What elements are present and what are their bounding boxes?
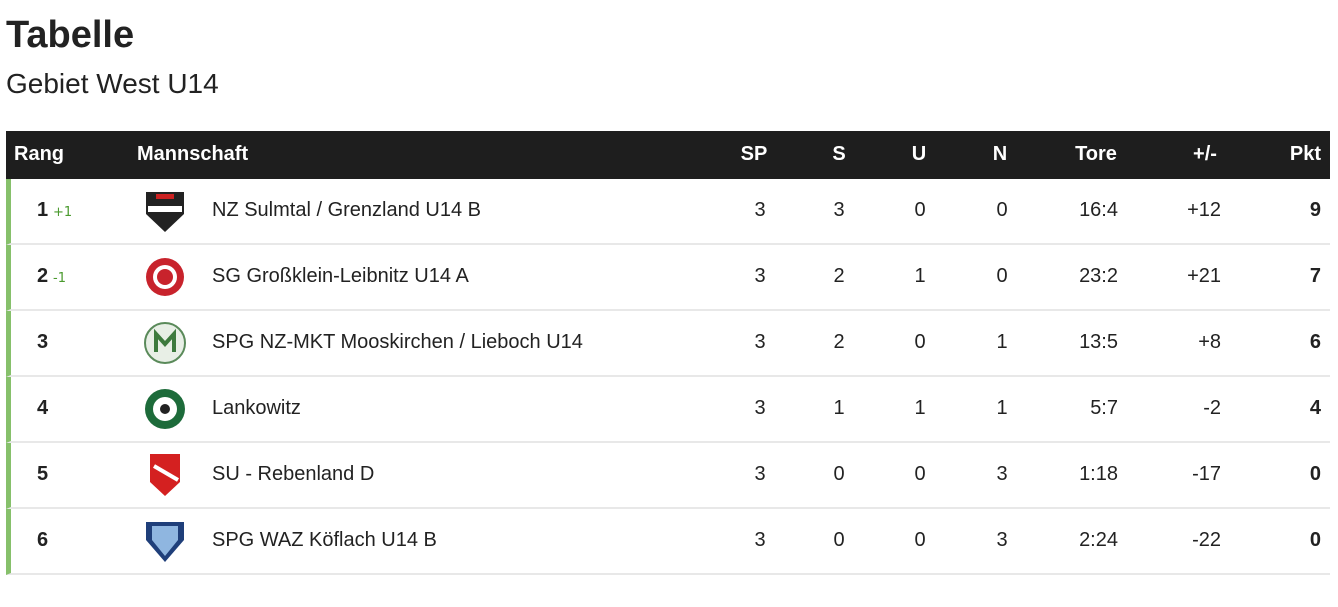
stat-cell: 0 (833, 463, 845, 485)
stat-cell: 1 (833, 397, 845, 419)
rank: 1 (37, 199, 49, 221)
table-row (6, 377, 1330, 443)
table-header (6, 131, 1330, 179)
table-row (6, 179, 1330, 245)
stat-cell: 0 (914, 463, 926, 485)
stat-cell: 3 (833, 199, 845, 221)
stat-cell: +8 (1198, 331, 1221, 353)
table-row (6, 311, 1330, 377)
stat-cell: 5:7 (1090, 397, 1118, 419)
stat-cell: 1 (996, 397, 1008, 419)
stat-cell: 3 (754, 529, 766, 551)
points: 9 (1309, 199, 1321, 221)
team-logo (150, 454, 180, 496)
stat-cell: 1 (914, 397, 926, 419)
column-header: Pkt (1289, 143, 1321, 165)
stat-cell: 0 (996, 199, 1008, 221)
stat-cell: 3 (996, 529, 1008, 551)
stat-cell: 2:24 (1079, 529, 1118, 551)
table-row (6, 509, 1330, 575)
team-name: NZ Sulmtal / Grenzland U14 B (212, 199, 481, 221)
table-row (6, 245, 1330, 311)
stat-cell: 13:5 (1079, 331, 1118, 353)
column-header: SP (740, 143, 768, 165)
column-header: Rang (14, 143, 64, 165)
rank-change: -1 (53, 271, 66, 286)
points: 0 (1309, 463, 1321, 485)
stat-cell: 16:4 (1079, 199, 1118, 221)
rank: 6 (37, 529, 49, 551)
column-header: S (832, 143, 846, 165)
stat-cell: 1 (914, 265, 926, 287)
stat-cell: -22 (1192, 529, 1221, 551)
team-name: SPG WAZ Köflach U14 B (212, 529, 437, 551)
stat-cell: -17 (1192, 463, 1221, 485)
team-logo (146, 258, 184, 296)
column-header: N (992, 143, 1008, 165)
stat-cell: 0 (996, 265, 1008, 287)
stat-cell: 3 (754, 265, 766, 287)
stat-cell: 1:18 (1079, 463, 1118, 485)
points: 6 (1309, 331, 1321, 353)
table-row (6, 443, 1330, 509)
column-header: Mannschaft (137, 143, 249, 165)
team-name: SG Großklein-Leibnitz U14 A (212, 265, 469, 287)
stat-cell: 3 (754, 397, 766, 419)
column-header: +/- (1193, 143, 1217, 165)
page-title: Tabelle (6, 14, 135, 56)
team-name: Lankowitz (212, 397, 301, 419)
column-header: Tore (1075, 143, 1117, 165)
team-logo (146, 522, 184, 562)
stat-cell: 0 (914, 529, 926, 551)
team-name: SU - Rebenland D (212, 463, 375, 485)
stat-cell: +12 (1187, 199, 1221, 221)
column-header: U (911, 143, 927, 165)
stat-cell: +21 (1187, 265, 1221, 287)
stat-cell: 3 (996, 463, 1008, 485)
stat-cell: 23:2 (1079, 265, 1118, 287)
rank: 5 (37, 463, 49, 485)
rank: 3 (37, 331, 49, 353)
stat-cell: 3 (754, 463, 766, 485)
team-logo (144, 322, 186, 364)
stat-cell: 0 (914, 331, 926, 353)
team-logo (146, 192, 184, 232)
stat-cell: 0 (833, 529, 845, 551)
stat-cell: -2 (1203, 397, 1221, 419)
stat-cell: 1 (996, 331, 1008, 353)
points: 0 (1309, 529, 1321, 551)
stat-cell: 3 (754, 331, 766, 353)
stat-cell: 3 (754, 199, 766, 221)
team-name: SPG NZ-MKT Mooskirchen / Lieboch U14 (212, 331, 583, 353)
team-logo (145, 389, 185, 429)
rank: 2 (37, 265, 49, 287)
points: 7 (1309, 265, 1321, 287)
points: 4 (1309, 397, 1321, 419)
stat-cell: 2 (833, 265, 845, 287)
stat-cell: 2 (833, 331, 845, 353)
page-subtitle: Gebiet West U14 (6, 68, 219, 99)
rank-change: +1 (53, 205, 73, 220)
stat-cell: 0 (914, 199, 926, 221)
rank: 4 (37, 397, 49, 419)
